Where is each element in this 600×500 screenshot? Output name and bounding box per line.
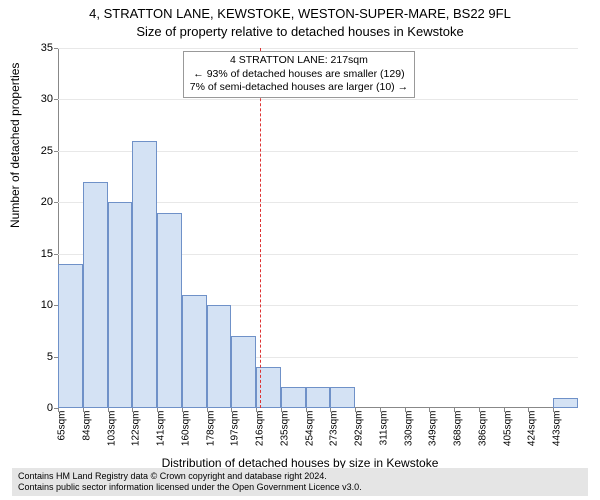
y-tick-mark: [54, 254, 58, 255]
x-tick-label: 368sqm: [453, 411, 464, 447]
chart-title-sub: Size of property relative to detached ho…: [0, 24, 600, 39]
chart-container: 4, STRATTON LANE, KEWSTOKE, WESTON-SUPER…: [0, 0, 600, 500]
y-tick-label: 5: [28, 351, 53, 363]
y-tick-mark: [54, 48, 58, 49]
y-tick-label: 15: [28, 248, 53, 260]
reference-line: [260, 48, 261, 408]
x-tick-label: 84sqm: [81, 411, 92, 441]
plot-area: 0510152025303565sqm84sqm103sqm122sqm141s…: [58, 48, 578, 408]
y-tick-label: 30: [28, 93, 53, 105]
histogram-bar: [58, 264, 83, 408]
x-tick-label: 235sqm: [279, 411, 290, 447]
x-tick-label: 141sqm: [156, 411, 167, 447]
histogram-bar: [132, 141, 157, 408]
histogram-bar: [83, 182, 108, 408]
histogram-bar: [108, 202, 133, 408]
x-tick-label: 311sqm: [378, 411, 389, 446]
annotation-box: 4 STRATTON LANE: 217sqm← 93% of detached…: [183, 51, 415, 98]
x-tick-label: 330sqm: [403, 411, 414, 447]
histogram-bar: [330, 387, 355, 408]
y-tick-mark: [54, 99, 58, 100]
annotation-line-1: ← 93% of detached houses are smaller (12…: [190, 68, 408, 82]
histogram-bar: [281, 387, 306, 408]
x-tick-label: 254sqm: [304, 411, 315, 447]
grid-line: [58, 48, 578, 49]
x-tick-label: 349sqm: [428, 411, 439, 447]
y-tick-label: 35: [28, 42, 53, 54]
y-tick-mark: [54, 151, 58, 152]
x-tick-label: 178sqm: [205, 411, 216, 447]
x-tick-label: 122sqm: [131, 411, 142, 447]
histogram-bar: [306, 387, 331, 408]
histogram-bar: [553, 398, 578, 408]
chart-title-main: 4, STRATTON LANE, KEWSTOKE, WESTON-SUPER…: [0, 6, 600, 21]
histogram-bar: [231, 336, 256, 408]
x-tick-label: 103sqm: [106, 411, 117, 447]
x-tick-label: 273sqm: [329, 411, 340, 447]
footer-line-2: Contains public sector information licen…: [18, 482, 582, 493]
x-tick-label: 160sqm: [180, 411, 191, 447]
x-tick-label: 65sqm: [57, 411, 68, 441]
y-tick-label: 0: [28, 402, 53, 414]
footer-line-1: Contains HM Land Registry data © Crown c…: [18, 471, 582, 482]
x-tick-label: 292sqm: [354, 411, 365, 447]
x-tick-label: 443sqm: [552, 411, 563, 447]
x-tick-label: 386sqm: [477, 411, 488, 447]
grid-line: [58, 99, 578, 100]
y-tick-label: 20: [28, 196, 53, 208]
y-tick-label: 10: [28, 299, 53, 311]
histogram-bar: [157, 213, 182, 408]
annotation-line-0: 4 STRATTON LANE: 217sqm: [190, 54, 408, 68]
annotation-line-2: 7% of semi-detached houses are larger (1…: [190, 81, 408, 95]
attribution-footer: Contains HM Land Registry data © Crown c…: [12, 468, 588, 497]
histogram-bar: [207, 305, 232, 408]
y-tick-label: 25: [28, 145, 53, 157]
y-axis-label: Number of detached properties: [8, 63, 22, 228]
x-tick-label: 405sqm: [502, 411, 513, 447]
x-tick-label: 197sqm: [230, 411, 241, 447]
x-tick-label: 216sqm: [255, 411, 266, 447]
y-tick-mark: [54, 202, 58, 203]
histogram-bar: [182, 295, 207, 408]
x-tick-label: 424sqm: [527, 411, 538, 447]
